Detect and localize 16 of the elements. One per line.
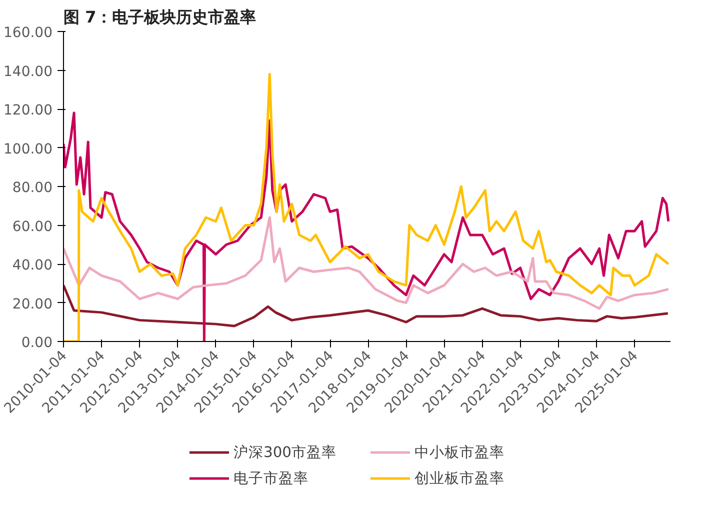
legend-label: 电子市盈率: [234, 468, 310, 488]
y-tick-label: 20.00: [12, 296, 53, 312]
y-tick-label: 40.00: [12, 258, 53, 274]
y-tick-label: 140.00: [4, 64, 53, 80]
y-tick-label: 100.00: [4, 141, 53, 158]
line-series: [64, 216, 670, 310]
y-tick-label: 0.00: [21, 335, 52, 351]
y-tick-label: 80.00: [12, 180, 53, 196]
legend-label: 创业板市盈率: [414, 468, 506, 488]
y-tick-label: 60.00: [12, 218, 53, 235]
y-tick-label: 160.00: [4, 25, 53, 41]
chart-title: 图 7：电子板块历史市盈率: [64, 8, 256, 26]
line-series: [64, 284, 670, 328]
legend-label: 中小板市盈率: [414, 442, 506, 462]
y-tick-label: 120.00: [4, 102, 53, 118]
legend-label: 沪深300市盈率: [234, 442, 338, 462]
